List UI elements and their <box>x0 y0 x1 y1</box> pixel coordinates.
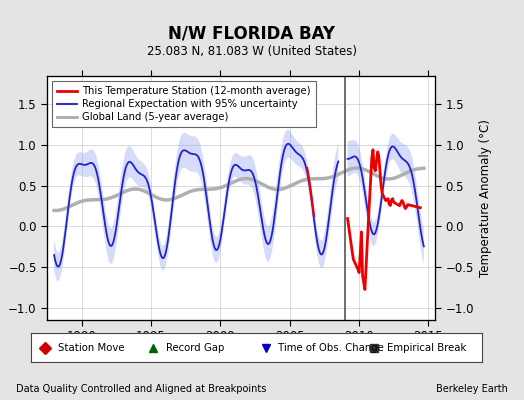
Text: Station Move: Station Move <box>58 342 124 353</box>
Text: Berkeley Earth: Berkeley Earth <box>436 384 508 394</box>
Text: Record Gap: Record Gap <box>166 342 224 353</box>
Legend: This Temperature Station (12-month average), Regional Expectation with 95% uncer: This Temperature Station (12-month avera… <box>52 81 315 127</box>
Text: 25.083 N, 81.083 W (United States): 25.083 N, 81.083 W (United States) <box>147 45 356 58</box>
Text: N/W FLORIDA BAY: N/W FLORIDA BAY <box>168 24 335 42</box>
Text: Empirical Break: Empirical Break <box>387 342 466 353</box>
Y-axis label: Temperature Anomaly (°C): Temperature Anomaly (°C) <box>479 119 493 277</box>
Text: Data Quality Controlled and Aligned at Breakpoints: Data Quality Controlled and Aligned at B… <box>16 384 266 394</box>
Text: Time of Obs. Change: Time of Obs. Change <box>278 342 384 353</box>
